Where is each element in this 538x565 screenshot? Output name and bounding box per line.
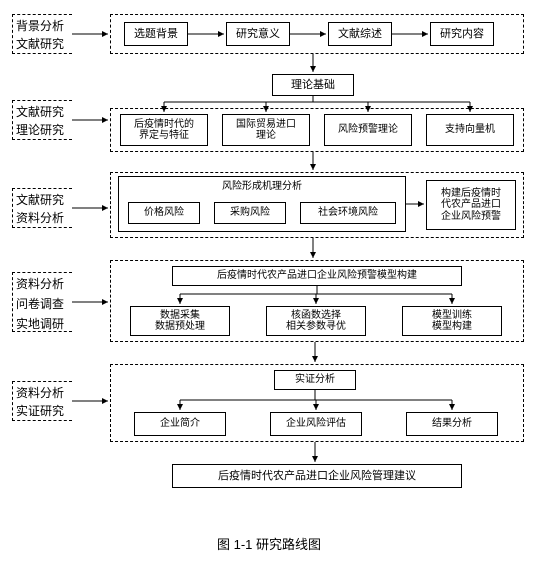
node-title: 理论基础 (272, 74, 354, 96)
side-bracket (12, 14, 72, 54)
side-bracket (12, 188, 72, 228)
node-title: 后疫情时代农产品进口企业风险预警模型构建 (172, 266, 462, 286)
node: 社会环境风险 (300, 202, 396, 224)
node: 价格风险 (128, 202, 200, 224)
node-final: 后疫情时代农产品进口企业风险管理建议 (172, 464, 462, 488)
node: 模型训练 模型构建 (402, 306, 502, 336)
node-title: 实证分析 (274, 370, 356, 390)
flowchart-canvas: 背景分析 文献研究 文献研究 理论研究 文献研究 资料分析 资料分析 问卷调查 … (12, 12, 526, 528)
figure-caption: 图 1-1 研究路线图 (12, 534, 526, 553)
node: 国际贸易进口 理论 (222, 114, 310, 146)
node: 选题背景 (124, 22, 188, 46)
node: 文献综述 (328, 22, 392, 46)
node: 结果分析 (406, 412, 498, 436)
node: 风险预警理论 (324, 114, 412, 146)
node: 研究内容 (430, 22, 494, 46)
side-bracket (12, 381, 72, 421)
node: 核函数选择 相关参数寻优 (266, 306, 366, 336)
node: 后疫情时代的 界定与特征 (120, 114, 208, 146)
node: 企业风险评估 (270, 412, 362, 436)
node: 构建后疫情时 代农产品进口 企业风险预警 (426, 180, 516, 230)
node: 企业简介 (134, 412, 226, 436)
node: 采购风险 (214, 202, 286, 224)
side-bracket (12, 100, 72, 140)
node: 支持向量机 (426, 114, 514, 146)
node: 数据采集 数据预处理 (130, 306, 230, 336)
side-bracket (12, 272, 72, 332)
node: 研究意义 (226, 22, 290, 46)
